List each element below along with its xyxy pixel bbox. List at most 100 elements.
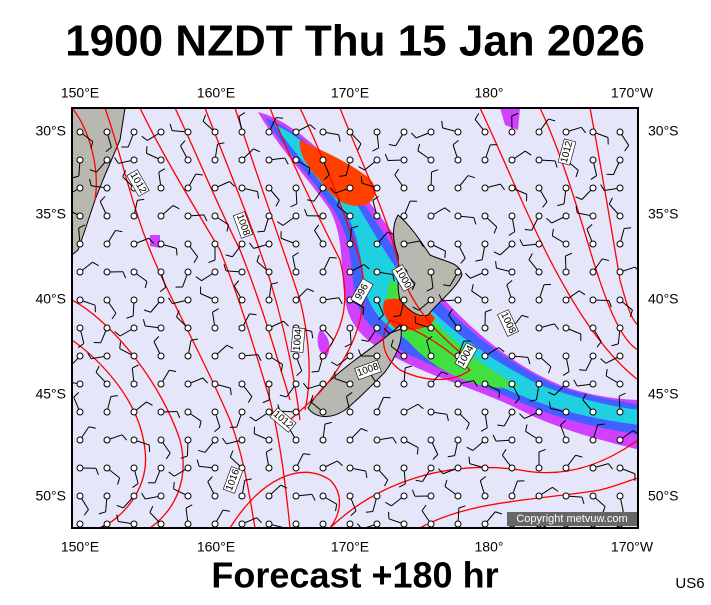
barb-station bbox=[212, 129, 218, 135]
barb-station bbox=[77, 185, 83, 191]
barb-station bbox=[428, 381, 434, 387]
barb-station bbox=[158, 465, 164, 471]
barb-station bbox=[401, 185, 407, 191]
barb-station bbox=[590, 381, 596, 387]
barb-station bbox=[347, 185, 353, 191]
barb-station bbox=[293, 437, 299, 443]
barb-station bbox=[320, 521, 326, 527]
barb-feather bbox=[303, 454, 310, 455]
barb-station bbox=[320, 353, 326, 359]
barb-station bbox=[158, 381, 164, 387]
barb-station bbox=[482, 213, 488, 219]
barb-station bbox=[77, 465, 83, 471]
barb-station bbox=[617, 269, 623, 275]
barb-station bbox=[320, 325, 326, 331]
lon-label: 160°E bbox=[197, 85, 235, 101]
barb-station bbox=[563, 353, 569, 359]
barb-station bbox=[212, 297, 218, 303]
barb-station bbox=[428, 409, 434, 415]
barb-station bbox=[185, 381, 191, 387]
barb-station bbox=[536, 409, 542, 415]
barb-station bbox=[266, 129, 272, 135]
barb-station bbox=[77, 521, 83, 527]
barb-station bbox=[158, 157, 164, 163]
barb-station bbox=[266, 269, 272, 275]
lon-label: 150°E bbox=[61, 539, 99, 555]
barb-station bbox=[590, 269, 596, 275]
lon-label: 180° bbox=[475, 539, 504, 555]
barb-station bbox=[77, 213, 83, 219]
barb-station bbox=[509, 213, 515, 219]
barb-station bbox=[266, 325, 272, 331]
barb-station bbox=[590, 297, 596, 303]
barb-station bbox=[212, 213, 218, 219]
barb-station bbox=[482, 493, 488, 499]
barb-station bbox=[509, 185, 515, 191]
barb-station bbox=[563, 465, 569, 471]
barb-station bbox=[158, 129, 164, 135]
barb-station bbox=[401, 409, 407, 415]
barb-feather bbox=[257, 231, 264, 232]
barb-station bbox=[428, 437, 434, 443]
barb-station bbox=[104, 269, 110, 275]
barb-station bbox=[482, 409, 488, 415]
barb-station bbox=[482, 465, 488, 471]
barb-station bbox=[428, 325, 434, 331]
barb-station bbox=[266, 185, 272, 191]
barb-station bbox=[347, 493, 353, 499]
barb-station bbox=[455, 241, 461, 247]
barb-station bbox=[590, 325, 596, 331]
lat-label: 40°S bbox=[648, 291, 679, 307]
barb-station bbox=[536, 157, 542, 163]
barb-station bbox=[590, 353, 596, 359]
barb-station bbox=[131, 269, 137, 275]
barb-station bbox=[212, 521, 218, 527]
barb-station bbox=[428, 157, 434, 163]
barb-station bbox=[374, 325, 380, 331]
barb-station bbox=[320, 241, 326, 247]
barb-station bbox=[320, 269, 326, 275]
barb-station bbox=[482, 437, 488, 443]
barb-station bbox=[590, 241, 596, 247]
barb-station bbox=[77, 157, 83, 163]
barb-station bbox=[374, 129, 380, 135]
barb-station bbox=[266, 241, 272, 247]
barb-station bbox=[509, 297, 515, 303]
barb-station bbox=[212, 465, 218, 471]
barb-feather bbox=[63, 374, 64, 381]
barb-station bbox=[77, 325, 83, 331]
barb-station bbox=[401, 297, 407, 303]
barb-feather bbox=[579, 370, 586, 371]
barb-station bbox=[212, 493, 218, 499]
barb-station bbox=[293, 381, 299, 387]
barb-station bbox=[131, 465, 137, 471]
barb-station bbox=[266, 157, 272, 163]
barb-station bbox=[374, 493, 380, 499]
barb-station bbox=[77, 437, 83, 443]
barb-station bbox=[536, 213, 542, 219]
barb-station bbox=[428, 465, 434, 471]
barb-station bbox=[536, 129, 542, 135]
barb-station bbox=[590, 185, 596, 191]
barb-station bbox=[509, 353, 515, 359]
barb-station bbox=[104, 437, 110, 443]
barb-station bbox=[77, 269, 83, 275]
barb-station bbox=[401, 325, 407, 331]
barb-station bbox=[320, 185, 326, 191]
barb-station bbox=[455, 493, 461, 499]
barb-station bbox=[131, 437, 137, 443]
barb-station bbox=[509, 381, 515, 387]
lat-label: 45°S bbox=[35, 386, 66, 402]
barb-station bbox=[347, 353, 353, 359]
barb-station bbox=[482, 353, 488, 359]
barb-station bbox=[131, 381, 137, 387]
barb-station bbox=[158, 353, 164, 359]
barb-station bbox=[482, 157, 488, 163]
barb-station bbox=[401, 493, 407, 499]
barb-station bbox=[509, 465, 515, 471]
barb-station bbox=[617, 381, 623, 387]
barb-station bbox=[185, 185, 191, 191]
barb-feather bbox=[276, 118, 283, 119]
barb-station bbox=[401, 381, 407, 387]
barb-station bbox=[293, 493, 299, 499]
